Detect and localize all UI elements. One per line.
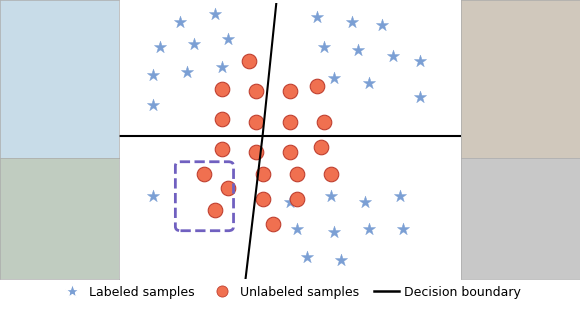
Point bbox=[292, 227, 302, 232]
Point bbox=[320, 45, 329, 50]
Point bbox=[210, 12, 219, 17]
Point bbox=[336, 257, 346, 262]
Point bbox=[285, 150, 295, 155]
Point bbox=[327, 172, 336, 177]
Point bbox=[183, 70, 192, 75]
Point bbox=[316, 144, 325, 149]
Point bbox=[251, 150, 260, 155]
Point bbox=[364, 227, 374, 232]
Point bbox=[313, 15, 322, 20]
Point bbox=[388, 53, 397, 58]
Point bbox=[148, 194, 158, 199]
Point bbox=[244, 59, 253, 64]
Point bbox=[320, 119, 329, 124]
Point bbox=[347, 20, 356, 25]
Point bbox=[251, 89, 260, 94]
Point bbox=[395, 194, 404, 199]
Point bbox=[176, 20, 185, 25]
Point bbox=[415, 59, 425, 64]
Point bbox=[285, 89, 295, 94]
Point bbox=[398, 227, 408, 232]
Point bbox=[415, 95, 425, 100]
Point bbox=[364, 81, 374, 86]
Point bbox=[148, 72, 158, 77]
Point bbox=[224, 37, 233, 42]
Point bbox=[155, 45, 165, 50]
Point bbox=[200, 172, 209, 177]
Point bbox=[285, 119, 295, 124]
Point bbox=[361, 199, 370, 204]
Point bbox=[292, 172, 302, 177]
Point bbox=[217, 64, 226, 69]
Point bbox=[330, 75, 339, 80]
Point bbox=[217, 147, 226, 152]
Point bbox=[258, 197, 267, 202]
Point bbox=[330, 230, 339, 235]
Point bbox=[251, 119, 260, 124]
Point bbox=[190, 42, 199, 47]
Point bbox=[327, 194, 336, 199]
Point bbox=[224, 185, 233, 190]
Point bbox=[258, 172, 267, 177]
Point bbox=[217, 86, 226, 91]
Point bbox=[303, 255, 312, 259]
Point bbox=[148, 103, 158, 108]
Point bbox=[268, 221, 277, 226]
Point bbox=[217, 117, 226, 122]
Point bbox=[378, 23, 387, 28]
Legend: Labeled samples, Unlabeled samples, Decision boundary: Labeled samples, Unlabeled samples, Deci… bbox=[54, 281, 526, 304]
Point bbox=[313, 83, 322, 88]
Point bbox=[354, 47, 363, 52]
Point bbox=[210, 208, 219, 213]
Point bbox=[285, 199, 295, 204]
Point bbox=[292, 197, 302, 202]
